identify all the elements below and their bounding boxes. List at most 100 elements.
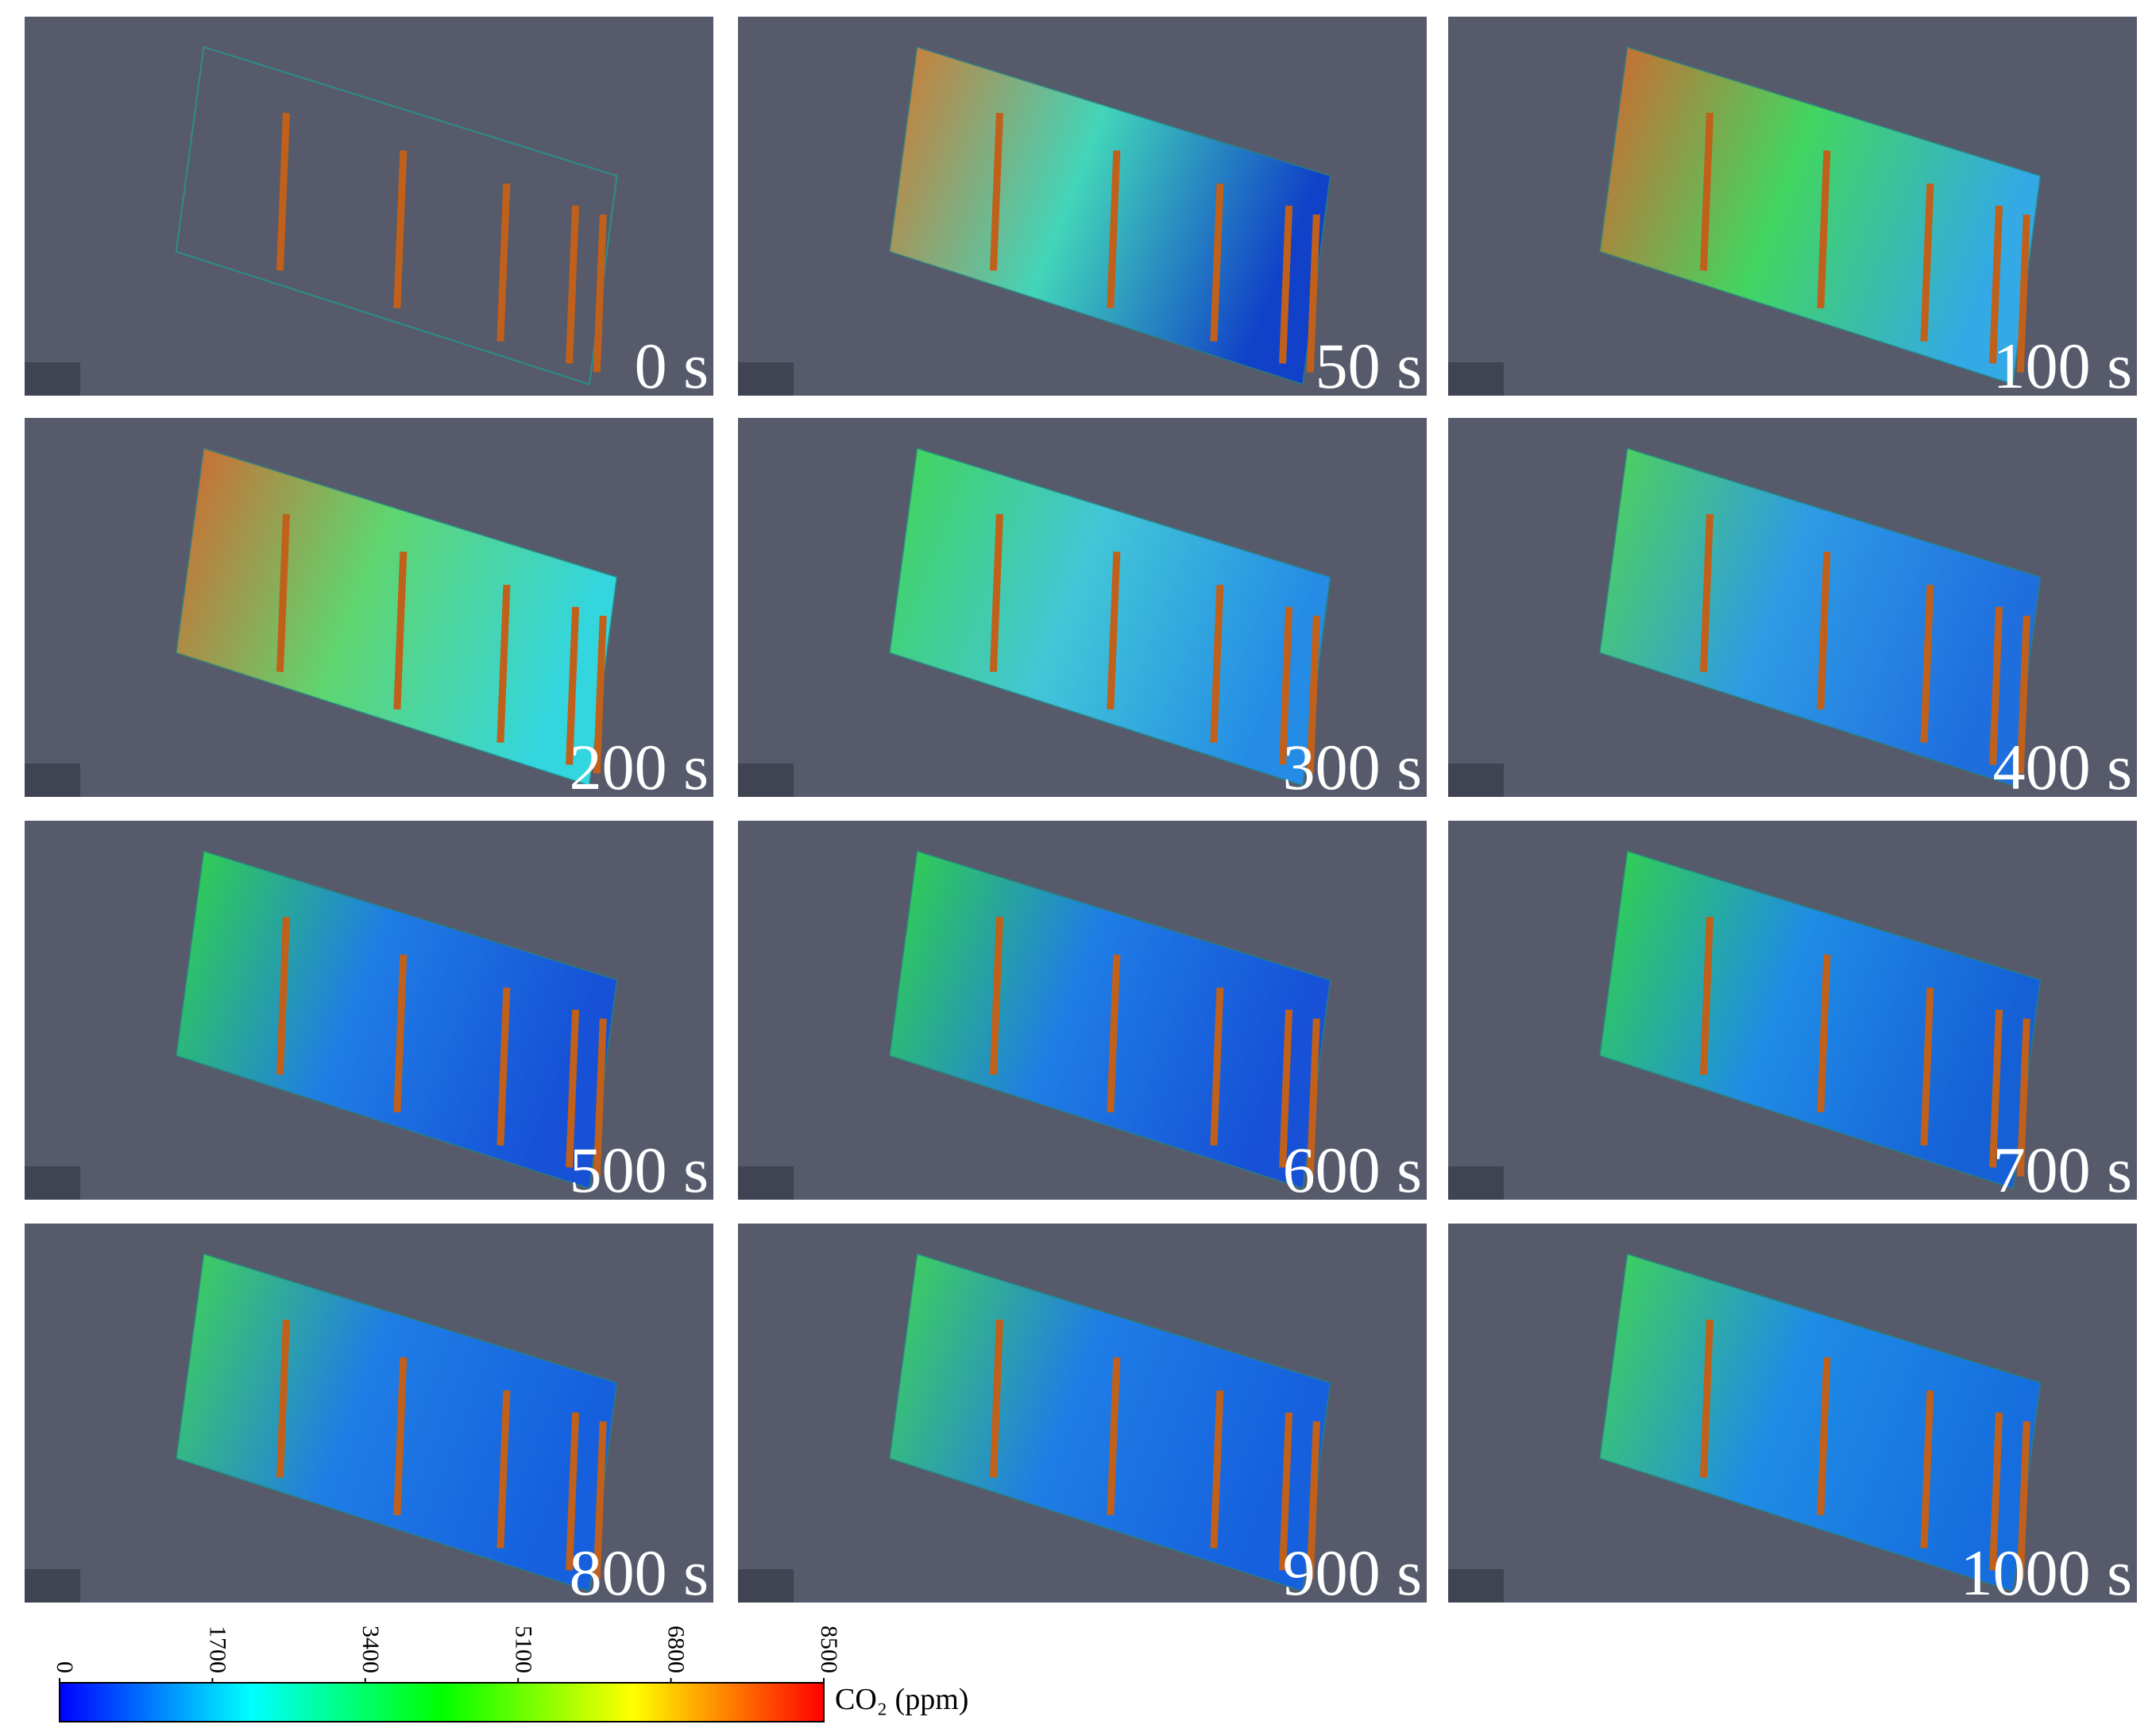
pillar bbox=[1817, 1357, 1831, 1516]
pillar bbox=[1920, 1390, 1934, 1548]
pillar bbox=[1279, 1009, 1293, 1168]
pillar bbox=[2016, 615, 2030, 774]
pillar bbox=[1817, 954, 1831, 1113]
pillar bbox=[496, 987, 511, 1146]
pillar bbox=[1107, 1357, 1121, 1516]
pillar bbox=[1989, 1412, 2003, 1571]
pillar bbox=[1306, 1421, 1320, 1579]
pillar bbox=[593, 1421, 607, 1579]
pillar bbox=[989, 112, 1003, 271]
panel: 800 s bbox=[25, 1224, 713, 1609]
pillar bbox=[1107, 150, 1121, 309]
pillar bbox=[1107, 551, 1121, 710]
colorbar-tick-label: 0 bbox=[52, 1661, 78, 1673]
pillar bbox=[566, 606, 580, 765]
pillar bbox=[1699, 916, 1713, 1075]
panel: 100 s bbox=[1448, 17, 2137, 402]
time-label: 900 s bbox=[1283, 1537, 1422, 1609]
pillar bbox=[1306, 615, 1320, 774]
pillar bbox=[1279, 205, 1293, 364]
pillar bbox=[1699, 513, 1713, 672]
pillar bbox=[989, 513, 1003, 672]
pillar bbox=[1210, 584, 1224, 743]
pillar bbox=[276, 112, 290, 271]
time-label: 100 s bbox=[1993, 330, 2132, 402]
axes-widget bbox=[738, 362, 794, 396]
pillar bbox=[1210, 987, 1224, 1146]
pillar bbox=[393, 551, 408, 710]
pillar bbox=[276, 916, 290, 1075]
pillar bbox=[1279, 606, 1293, 765]
pillar bbox=[2016, 1018, 2030, 1177]
room-frame bbox=[888, 45, 1331, 386]
colorbar-label: CO₂ (ppm) bbox=[835, 1683, 968, 1716]
panel-background bbox=[25, 17, 713, 396]
room-frame bbox=[888, 849, 1331, 1190]
pillar bbox=[1210, 1390, 1224, 1548]
colorbar-tick-label: 8500 bbox=[816, 1626, 842, 1673]
pillar bbox=[1306, 1018, 1320, 1177]
axes-widget bbox=[25, 362, 80, 396]
pillar bbox=[276, 1319, 290, 1478]
pillar bbox=[1699, 112, 1713, 271]
time-label: 0 s bbox=[635, 330, 709, 402]
pillar bbox=[566, 1412, 580, 1571]
pillar bbox=[989, 1319, 1003, 1478]
axes-widget bbox=[738, 764, 794, 797]
panel: 1000 s bbox=[1448, 1224, 2137, 1609]
axes-widget bbox=[1448, 362, 1504, 396]
panel: 600 s bbox=[738, 821, 1427, 1206]
axes-widget bbox=[1448, 764, 1504, 797]
pillar bbox=[393, 954, 408, 1113]
pillar bbox=[1817, 551, 1831, 710]
pillar bbox=[393, 1357, 408, 1516]
room-frame bbox=[1598, 1252, 2042, 1593]
pillar bbox=[496, 1390, 511, 1548]
panel: 400 s bbox=[1448, 418, 2137, 803]
pillar bbox=[1817, 150, 1831, 309]
colorbar bbox=[59, 1682, 825, 1722]
pillar bbox=[593, 214, 607, 373]
colorbar-tick-label: 5100 bbox=[510, 1626, 536, 1673]
pillar bbox=[1306, 214, 1320, 373]
panel: 500 s bbox=[25, 821, 713, 1206]
panel: 700 s bbox=[1448, 821, 2137, 1206]
pillar bbox=[593, 1018, 607, 1177]
room-frame bbox=[175, 447, 618, 787]
time-label: 50 s bbox=[1316, 330, 1422, 402]
colorbar-tick-label: 1700 bbox=[205, 1626, 231, 1673]
panel: 200 s bbox=[25, 418, 713, 803]
pillar bbox=[1699, 1319, 1713, 1478]
axes-widget bbox=[25, 1569, 80, 1603]
room-frame bbox=[888, 447, 1331, 787]
room-frame bbox=[1598, 447, 2042, 787]
axes-widget bbox=[738, 1569, 794, 1603]
pillar bbox=[1210, 183, 1224, 342]
axes-widget bbox=[25, 1166, 80, 1200]
pillar bbox=[1920, 183, 1934, 342]
pillar bbox=[1920, 987, 1934, 1146]
panel: 50 s bbox=[738, 17, 1427, 402]
room-frame bbox=[1598, 849, 2042, 1190]
time-label: 500 s bbox=[570, 1134, 709, 1206]
pillar bbox=[566, 1009, 580, 1168]
pillar bbox=[2016, 1421, 2030, 1579]
time-label: 800 s bbox=[570, 1537, 709, 1609]
panel: 0 s bbox=[25, 17, 713, 402]
axes-widget bbox=[1448, 1569, 1504, 1603]
colorbar-tick-label: 3400 bbox=[357, 1626, 384, 1673]
pillar bbox=[276, 513, 290, 672]
room-frame bbox=[175, 45, 618, 386]
colorbar-tick-label: 6800 bbox=[663, 1626, 690, 1673]
pillar bbox=[593, 615, 607, 774]
time-label: 1000 s bbox=[1961, 1537, 2132, 1609]
pillar bbox=[393, 150, 408, 309]
time-label: 200 s bbox=[570, 731, 709, 803]
pillar bbox=[496, 584, 511, 743]
panel: 300 s bbox=[738, 418, 1427, 803]
room-frame bbox=[175, 849, 618, 1190]
pillar bbox=[1279, 1412, 1293, 1571]
pillar bbox=[1989, 1009, 2003, 1168]
axes-widget bbox=[738, 1166, 794, 1200]
time-label: 700 s bbox=[1993, 1134, 2132, 1206]
